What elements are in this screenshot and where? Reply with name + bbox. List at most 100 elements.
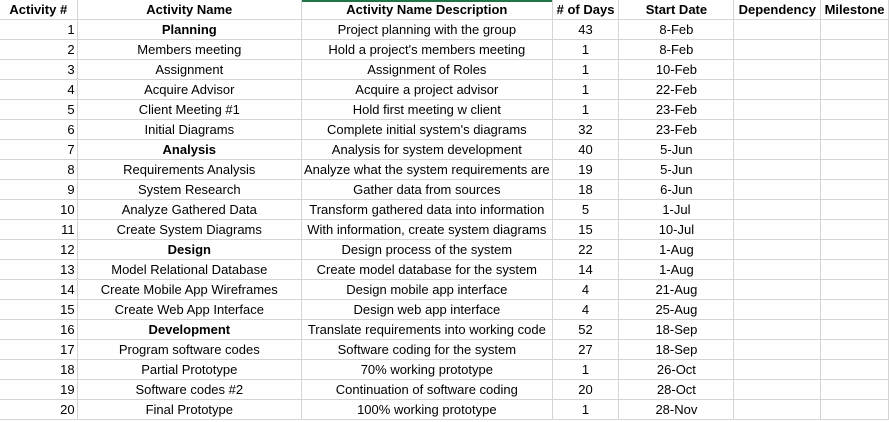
cell-activity-name[interactable]: Create System Diagrams	[77, 219, 302, 240]
cell-description[interactable]: Hold first meeting w client	[301, 99, 553, 120]
cell-activity-num[interactable]: 12	[0, 239, 78, 260]
cell-start-date[interactable]: 18-Sep	[618, 319, 735, 340]
header-activity-num[interactable]: Activity #	[0, 0, 78, 20]
cell-milestone[interactable]	[820, 379, 889, 400]
cell-activity-num[interactable]: 11	[0, 219, 78, 240]
cell-description[interactable]: Continuation of software coding	[301, 379, 553, 400]
cell-description[interactable]: Complete initial system's diagrams	[301, 119, 553, 140]
cell-milestone[interactable]	[820, 359, 889, 380]
cell-description[interactable]: 70% working prototype	[301, 359, 553, 380]
cell-activity-num[interactable]: 3	[0, 59, 78, 80]
cell-activity-name[interactable]: Partial Prototype	[77, 359, 302, 380]
cell-description[interactable]: Project planning with the group	[301, 19, 553, 40]
cell-start-date[interactable]: 5-Jun	[618, 159, 735, 180]
cell-activity-num[interactable]: 17	[0, 339, 78, 360]
cell-dependency[interactable]	[733, 199, 822, 220]
header-description[interactable]: Activity Name Description	[301, 0, 553, 20]
cell-start-date[interactable]: 8-Feb	[618, 39, 735, 60]
cell-description[interactable]: Create model database for the system	[301, 259, 553, 280]
cell-activity-num[interactable]: 1	[0, 19, 78, 40]
cell-activity-name[interactable]: Final Prototype	[77, 399, 302, 420]
cell-days[interactable]: 40	[552, 139, 620, 160]
cell-activity-num[interactable]: 16	[0, 319, 78, 340]
cell-dependency[interactable]	[733, 319, 822, 340]
cell-activity-num[interactable]: 9	[0, 179, 78, 200]
cell-start-date[interactable]: 6-Jun	[618, 179, 735, 200]
cell-activity-num[interactable]: 13	[0, 259, 78, 280]
cell-activity-name[interactable]: Create Mobile App Wireframes	[77, 279, 302, 300]
cell-milestone[interactable]	[820, 219, 889, 240]
cell-days[interactable]: 20	[552, 379, 620, 400]
cell-milestone[interactable]	[820, 159, 889, 180]
cell-description[interactable]: Gather data from sources	[301, 179, 553, 200]
cell-dependency[interactable]	[733, 279, 822, 300]
cell-activity-num[interactable]: 14	[0, 279, 78, 300]
cell-activity-name[interactable]: System Research	[77, 179, 302, 200]
cell-start-date[interactable]: 28-Oct	[618, 379, 735, 400]
cell-start-date[interactable]: 23-Feb	[618, 99, 735, 120]
cell-dependency[interactable]	[733, 299, 822, 320]
cell-activity-name[interactable]: Development	[77, 319, 302, 340]
cell-milestone[interactable]	[820, 319, 889, 340]
cell-activity-num[interactable]: 5	[0, 99, 78, 120]
cell-start-date[interactable]: 1-Aug	[618, 259, 735, 280]
header-dependency[interactable]: Dependency	[733, 0, 822, 20]
cell-days[interactable]: 5	[552, 199, 620, 220]
cell-milestone[interactable]	[820, 79, 889, 100]
cell-milestone[interactable]	[820, 179, 889, 200]
cell-start-date[interactable]: 28-Nov	[618, 399, 735, 420]
cell-activity-num[interactable]: 2	[0, 39, 78, 60]
cell-dependency[interactable]	[733, 99, 822, 120]
cell-start-date[interactable]: 5-Jun	[618, 139, 735, 160]
cell-activity-name[interactable]: Analyze Gathered Data	[77, 199, 302, 220]
cell-milestone[interactable]	[820, 299, 889, 320]
cell-dependency[interactable]	[733, 19, 822, 40]
cell-activity-num[interactable]: 19	[0, 379, 78, 400]
cell-description[interactable]: Software coding for the system	[301, 339, 553, 360]
cell-days[interactable]: 1	[552, 39, 620, 60]
cell-dependency[interactable]	[733, 119, 822, 140]
cell-activity-name[interactable]: Members meeting	[77, 39, 302, 60]
cell-days[interactable]: 1	[552, 359, 620, 380]
cell-dependency[interactable]	[733, 159, 822, 180]
cell-milestone[interactable]	[820, 119, 889, 140]
cell-start-date[interactable]: 26-Oct	[618, 359, 735, 380]
cell-activity-name[interactable]: Planning	[77, 19, 302, 40]
header-activity-name[interactable]: Activity Name	[77, 0, 302, 20]
cell-days[interactable]: 22	[552, 239, 620, 260]
cell-activity-name[interactable]: Analysis	[77, 139, 302, 160]
cell-days[interactable]: 43	[552, 19, 620, 40]
cell-activity-num[interactable]: 18	[0, 359, 78, 380]
cell-dependency[interactable]	[733, 259, 822, 280]
cell-start-date[interactable]: 1-Jul	[618, 199, 735, 220]
cell-activity-num[interactable]: 7	[0, 139, 78, 160]
cell-activity-num[interactable]: 4	[0, 79, 78, 100]
cell-days[interactable]: 18	[552, 179, 620, 200]
cell-days[interactable]: 1	[552, 59, 620, 80]
cell-milestone[interactable]	[820, 399, 889, 420]
cell-description[interactable]: Hold a project's members meeting	[301, 39, 553, 60]
cell-activity-name[interactable]: Initial Diagrams	[77, 119, 302, 140]
header-start-date[interactable]: Start Date	[618, 0, 735, 20]
cell-description[interactable]: Translate requirements into working code	[301, 319, 553, 340]
cell-description[interactable]: Analysis for system development	[301, 139, 553, 160]
cell-activity-name[interactable]: Assignment	[77, 59, 302, 80]
cell-start-date[interactable]: 23-Feb	[618, 119, 735, 140]
cell-description[interactable]: Assignment of Roles	[301, 59, 553, 80]
cell-days[interactable]: 27	[552, 339, 620, 360]
cell-dependency[interactable]	[733, 39, 822, 60]
cell-start-date[interactable]: 10-Jul	[618, 219, 735, 240]
cell-days[interactable]: 1	[552, 399, 620, 420]
cell-days[interactable]: 14	[552, 259, 620, 280]
cell-dependency[interactable]	[733, 139, 822, 160]
cell-milestone[interactable]	[820, 259, 889, 280]
cell-dependency[interactable]	[733, 239, 822, 260]
cell-activity-num[interactable]: 20	[0, 399, 78, 420]
cell-start-date[interactable]: 18-Sep	[618, 339, 735, 360]
cell-activity-num[interactable]: 15	[0, 299, 78, 320]
cell-milestone[interactable]	[820, 279, 889, 300]
cell-days[interactable]: 19	[552, 159, 620, 180]
cell-activity-name[interactable]: Client Meeting #1	[77, 99, 302, 120]
cell-dependency[interactable]	[733, 339, 822, 360]
cell-description[interactable]: Acquire a project advisor	[301, 79, 553, 100]
